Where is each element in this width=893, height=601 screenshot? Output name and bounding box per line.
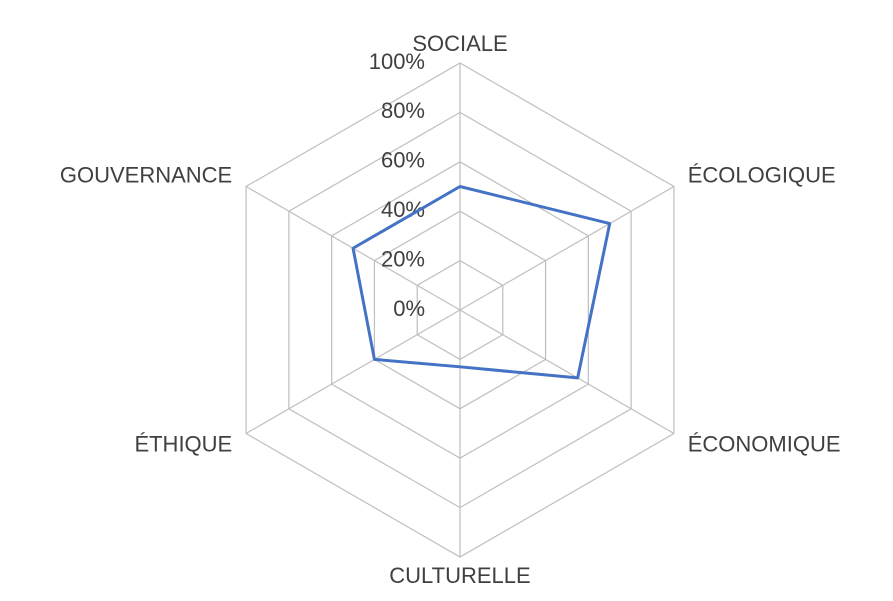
r-tick-label: 100% <box>369 49 425 74</box>
category-label: SOCIALE <box>412 31 507 56</box>
series-line <box>351 185 612 380</box>
category-label: GOUVERNANCE <box>60 162 232 187</box>
category-label: ÉTHIQUE <box>134 431 232 456</box>
r-tick-label: 60% <box>381 148 425 173</box>
category-label: ÉCONOMIQUE <box>688 431 841 456</box>
spoke <box>245 309 461 435</box>
r-tick-label: 20% <box>381 246 425 271</box>
spoke <box>459 309 675 435</box>
category-label: ÉCOLOGIQUE <box>688 162 836 187</box>
r-tick-label: 80% <box>381 98 425 123</box>
r-tick-label: 0% <box>393 296 425 321</box>
category-label: CULTURELLE <box>389 563 530 588</box>
spoke <box>459 185 675 311</box>
